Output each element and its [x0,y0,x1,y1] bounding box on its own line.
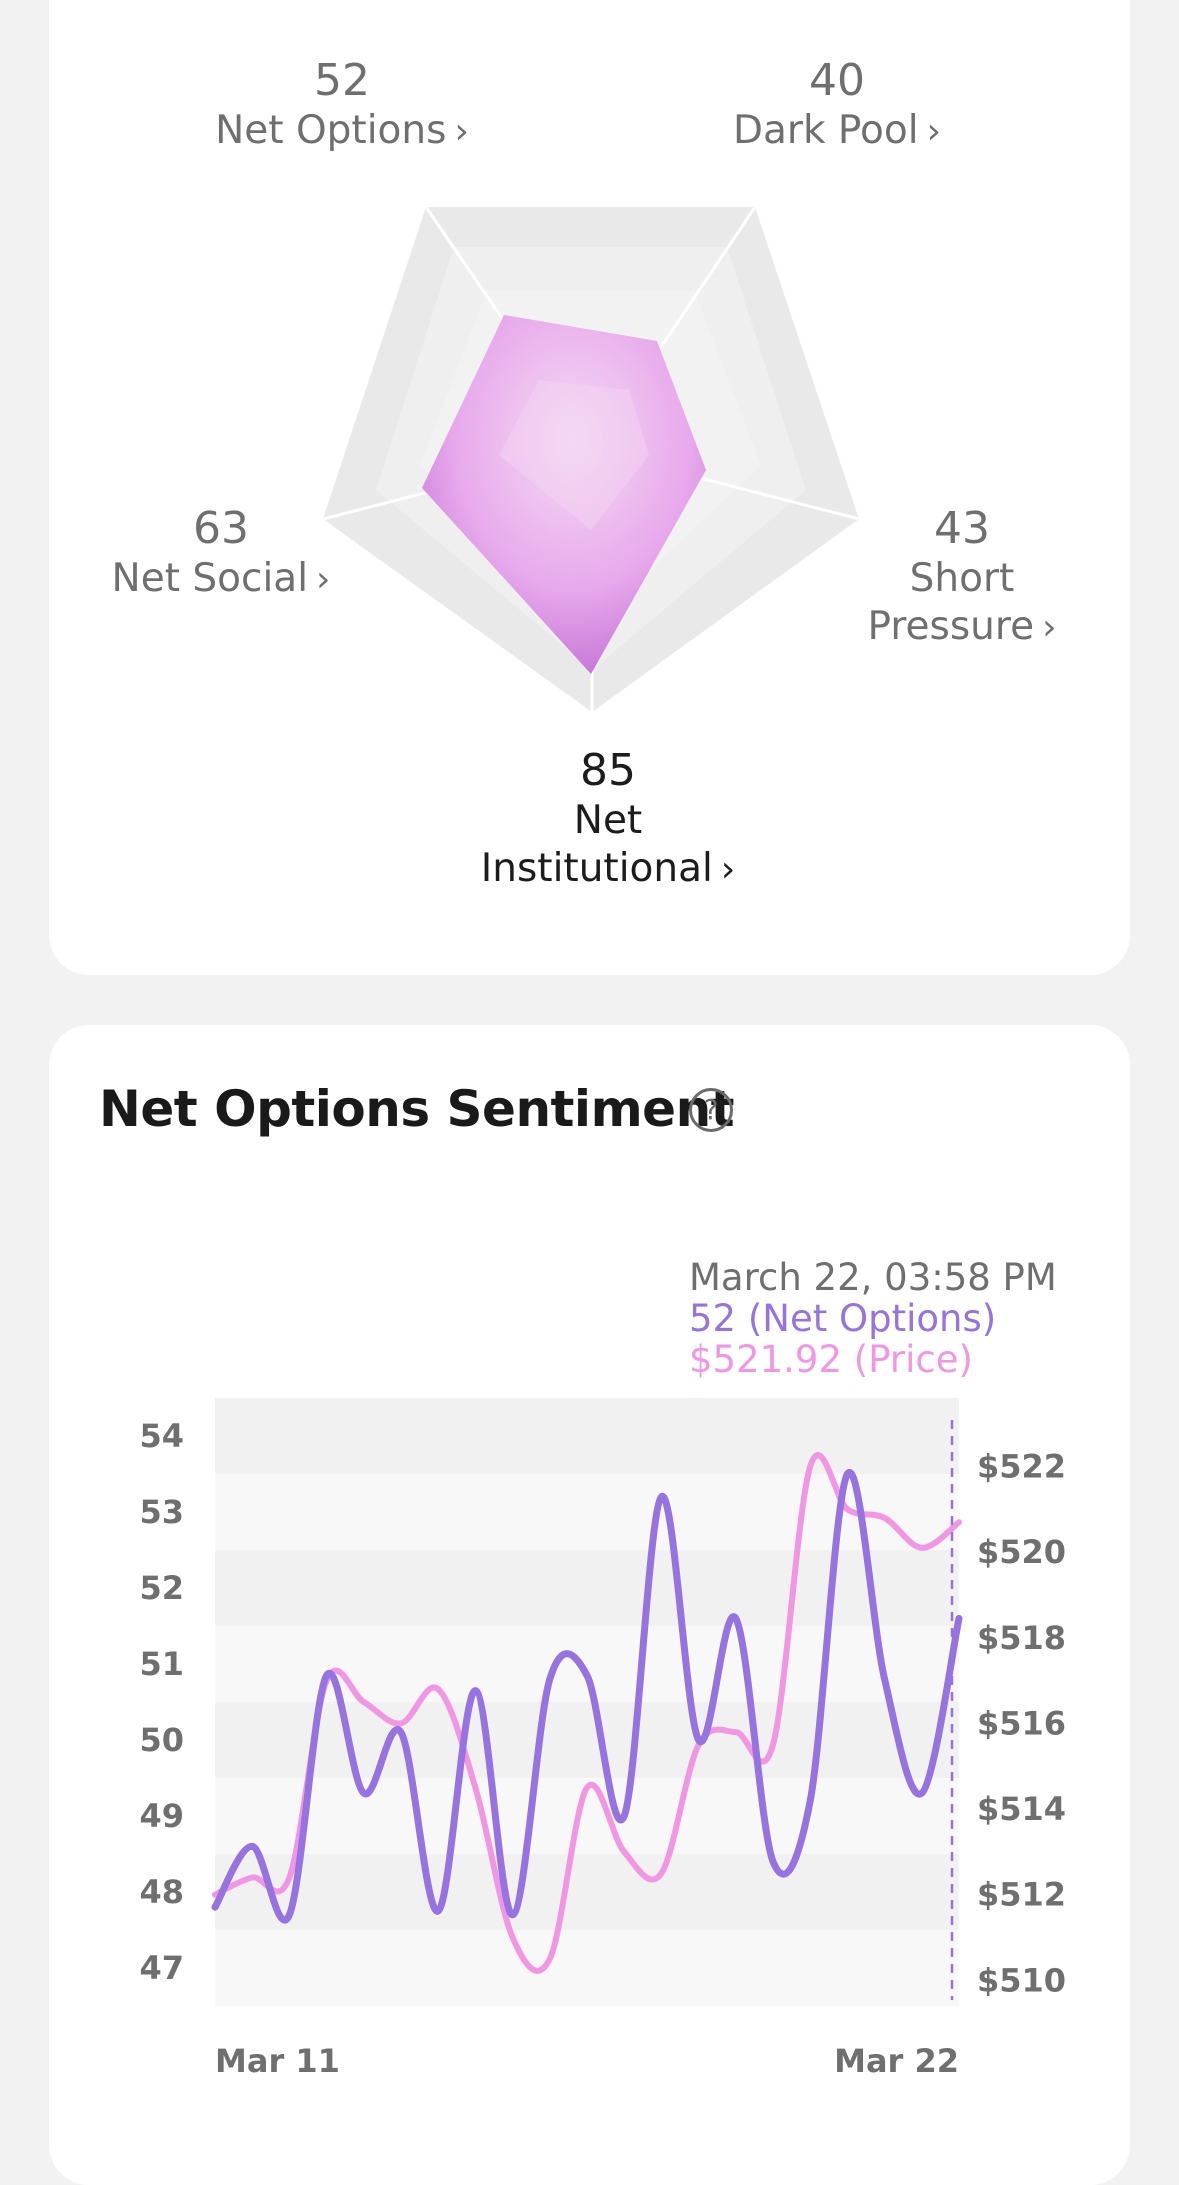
short-pressure-value: 43 [934,503,990,554]
y-tick-left: 49 [139,1797,184,1835]
axis-short-pressure[interactable]: 43 Short Pressure › [868,503,1057,652]
sentiment-line-chart[interactable]: 54 53 52 51 50 49 48 47 $522 $520 $518 $516 $514 $51… [49,1025,1130,2185]
net-institutional-label-line2: Institutional [480,846,713,891]
chart-band [215,1854,959,1930]
y-tick-left: 48 [139,1873,184,1911]
chevron-right-icon: › [720,849,736,890]
y-tick-right: $520 [977,1533,1066,1571]
question-circle-icon[interactable]: ? [689,1088,733,1132]
radar-value-highlight [499,380,649,530]
y-tick-left: 54 [139,1417,184,1455]
tooltip-date: March 22, 03:58 PM [689,1256,1057,1299]
x-tick-label: Mar 11 [215,2042,340,2080]
radar-value-shape [422,315,706,674]
chevron-right-icon: › [1042,607,1057,648]
axis-net-options[interactable]: 52 Net Options › [215,55,469,156]
axis-dark-pool[interactable]: 40 Dark Pool › [733,55,941,156]
net-institutional-value: 85 [580,745,636,796]
net-social-label: Net Social [111,556,309,601]
chart-band [215,1626,959,1702]
net-institutional-label-line1: Net [573,798,643,843]
radar-card: 52 Net Options › 40 Dark Pool › 63 Net Soc… [49,0,1130,975]
y-tick-left: 52 [139,1569,184,1607]
net-options-value: 52 [314,55,370,106]
y-tick-right: $516 [977,1704,1066,1742]
tooltip-options: 52 (Net Options) [689,1297,997,1340]
y-tick-right: $522 [977,1448,1066,1486]
y-tick-right: $514 [977,1790,1066,1828]
y-tick-left: 50 [139,1721,184,1759]
chart-band [215,1930,959,2006]
y-tick-right: $510 [977,1961,1066,1999]
axis-net-institutional[interactable]: 85 Net Institutional › [481,745,736,894]
series-price-line [212,1452,962,1974]
tooltip-price: $521.92 (Price) [689,1338,973,1381]
short-pressure-label-line2: Pressure [867,604,1035,649]
series-net-options-line [211,1468,963,1924]
chart-band [215,1398,959,1474]
dark-pool-label: Dark Pool [732,108,919,153]
y-tick-right: $518 [977,1619,1066,1657]
y-tick-left: 53 [139,1493,184,1531]
chevron-right-icon: › [926,111,942,152]
radar-chart [322,206,860,712]
dark-pool-value: 40 [808,55,865,106]
y-tick-right: $512 [977,1876,1066,1914]
chart-band [215,1550,959,1626]
chart-tooltip: March 22, 03:58 PM 52 (Net Options) $521… [689,1257,1057,1380]
chart-band [215,1702,959,1778]
chevron-right-icon: › [316,559,331,600]
y-tick-left: 51 [139,1645,184,1683]
sentiment-card: Net Options Sentiment ? March 22, 03:58 … [49,1025,1130,2185]
net-options-label: Net Options [215,108,447,153]
axis-net-social[interactable]: 63 Net Social › [112,503,331,604]
short-pressure-label-line1: Short [909,556,1015,601]
chevron-right-icon: › [454,111,469,152]
section-title: Net Options Sentiment [99,1080,735,1138]
net-social-value: 63 [193,503,249,554]
y-tick-left: 47 [139,1949,184,1987]
x-tick-label: Mar 22 [834,2042,959,2080]
